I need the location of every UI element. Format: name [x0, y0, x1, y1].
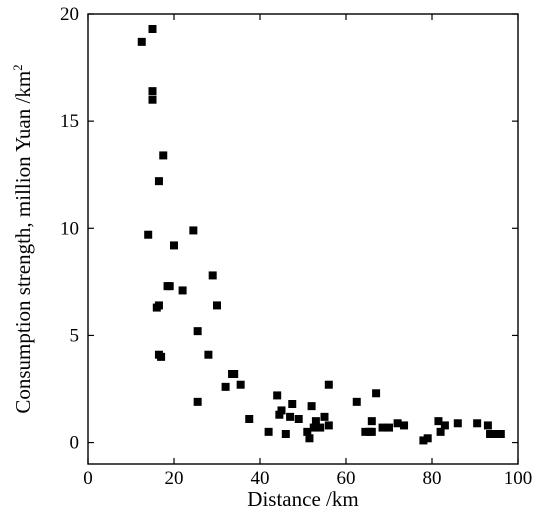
data-point: [352, 397, 361, 406]
data-point: [264, 427, 273, 436]
data-point: [473, 419, 482, 428]
data-points: [137, 25, 505, 445]
data-point: [148, 95, 157, 104]
data-point: [378, 423, 387, 432]
data-point: [305, 434, 314, 443]
data-point: [486, 430, 495, 438]
data-point: [294, 415, 303, 423]
y-axis-ticks: 0 5 10 15 20: [60, 4, 518, 454]
data-point: [303, 427, 312, 436]
data-point: [213, 301, 221, 310]
data-point: [367, 427, 376, 436]
data-point: [400, 421, 409, 430]
data-point: [492, 430, 501, 438]
x-tick-label: 100: [504, 468, 533, 489]
x-axis-title: Distance /km: [247, 487, 358, 511]
data-point: [423, 434, 432, 443]
x-axis-ticks: 0 20 40 60 80 100: [83, 14, 532, 489]
data-point: [159, 151, 168, 160]
y-tick-label: 5: [70, 325, 80, 346]
data-point: [236, 380, 245, 389]
data-point: [170, 241, 178, 250]
data-point: [275, 410, 284, 419]
data-point: [277, 406, 286, 415]
data-point: [361, 427, 370, 436]
x-tick-label: 80: [423, 468, 442, 489]
y-axis-title: Consumption strength, million Yuan /km2: [10, 64, 35, 413]
data-point: [148, 87, 157, 96]
data-point: [165, 282, 174, 291]
data-point: [419, 436, 428, 445]
data-point: [286, 412, 295, 421]
data-point: [204, 350, 213, 359]
y-tick-label: 20: [60, 4, 79, 25]
x-tick-label: 20: [165, 468, 184, 489]
data-point: [189, 226, 198, 235]
data-point: [440, 421, 449, 430]
data-point: [148, 25, 157, 33]
data-point: [309, 423, 318, 432]
data-point: [157, 352, 166, 361]
data-point: [193, 327, 202, 336]
data-point: [367, 417, 376, 426]
data-point: [152, 303, 161, 312]
data-point: [434, 417, 443, 426]
y-tick-label: 15: [60, 111, 79, 132]
data-point: [307, 402, 316, 411]
data-point: [316, 423, 325, 432]
data-point: [372, 389, 381, 398]
data-point: [288, 400, 297, 408]
data-point: [178, 286, 187, 295]
data-point: [483, 421, 492, 430]
y-axis-title-superscript: 2: [10, 64, 25, 71]
data-point: [221, 382, 230, 391]
data-point: [137, 37, 146, 46]
data-point: [311, 417, 320, 426]
data-point: [208, 271, 217, 280]
data-point: [144, 230, 153, 239]
data-point: [273, 391, 282, 400]
y-axis-title-text: Consumption strength, million Yuan /km: [11, 71, 35, 414]
y-tick-label: 10: [60, 218, 79, 239]
data-point: [230, 370, 239, 378]
x-tick-label: 60: [337, 468, 356, 489]
data-point: [324, 380, 333, 389]
x-tick-label: 0: [83, 468, 93, 489]
data-point: [154, 177, 163, 186]
data-point: [193, 397, 202, 406]
data-point: [324, 421, 333, 430]
x-tick-label: 40: [251, 468, 270, 489]
data-point: [393, 419, 402, 428]
data-point: [385, 423, 393, 432]
data-point: [436, 427, 445, 436]
data-point: [281, 430, 290, 438]
y-tick-label: 0: [70, 433, 80, 454]
data-point: [245, 415, 254, 423]
data-point: [320, 412, 329, 421]
data-point: [453, 419, 462, 428]
data-point: [496, 430, 505, 438]
plot-frame: [87, 13, 519, 465]
